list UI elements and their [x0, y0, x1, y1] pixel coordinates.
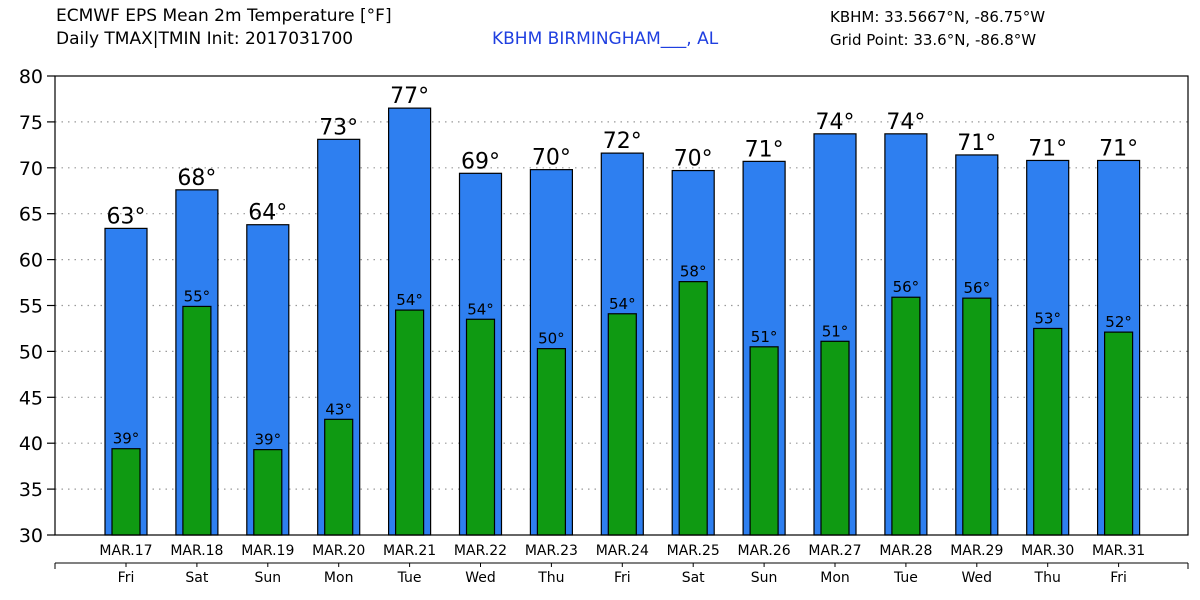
tmin-bar	[182, 305, 212, 536]
tmax-value-label: 74°	[886, 110, 925, 135]
x-tick-label: MAR.21	[383, 543, 436, 559]
tmin-bar	[111, 448, 141, 536]
tmax-value-label: 72°	[603, 129, 642, 154]
x-tick-label: MAR.28	[879, 543, 932, 559]
station-coordinates: KBHM: 33.5667°N, -86.75°W	[830, 8, 1046, 26]
weekday-label: Mon	[324, 570, 354, 586]
weekday-label: Thu	[537, 570, 564, 586]
tmax-value-label: 64°	[248, 201, 287, 226]
y-tick-label: 45	[19, 387, 43, 409]
weekday-label: Thu	[1034, 570, 1061, 586]
station-name: KBHM BIRMINGHAM___, AL	[492, 29, 719, 49]
grid-point-coordinates: Grid Point: 33.6°N, -86.8°W	[830, 31, 1037, 49]
x-tick-label: MAR.30	[1021, 543, 1074, 559]
tmin-value-label: 58°	[680, 263, 707, 281]
tmin-bar	[1033, 327, 1063, 536]
tmin-value-label: 39°	[255, 431, 282, 449]
tmax-value-label: 71°	[1028, 136, 1067, 161]
y-tick-label: 55	[19, 296, 43, 318]
tmin-bar	[465, 318, 496, 536]
tmax-value-label: 71°	[745, 137, 784, 162]
tmin-value-label: 52°	[1105, 313, 1132, 331]
tmax-value-label: 71°	[957, 131, 996, 156]
tmin-bar	[536, 348, 567, 536]
tmin-value-label: 50°	[538, 330, 565, 348]
weekday-label: Sun	[254, 570, 281, 586]
weekday-label: Wed	[465, 570, 496, 586]
y-tick-label: 40	[19, 433, 43, 455]
tmin-bar	[395, 309, 425, 536]
tmin-bar	[324, 418, 354, 536]
tmin-value-label: 54°	[467, 300, 494, 318]
tmax-value-label: 69°	[461, 149, 500, 174]
x-tick-label: MAR.26	[738, 543, 791, 559]
tmax-value-label: 71°	[1099, 136, 1138, 161]
weekday-label: Sun	[751, 570, 778, 586]
tmin-bar	[749, 346, 779, 536]
x-tick-label: MAR.24	[596, 543, 649, 559]
tmax-value-label: 77°	[390, 84, 429, 109]
x-tick-label: MAR.17	[99, 543, 152, 559]
x-tick-label: MAR.23	[525, 543, 578, 559]
tmin-value-label: 51°	[822, 322, 849, 340]
tmin-value-label: 39°	[113, 430, 140, 448]
tmin-value-label: 56°	[893, 278, 920, 296]
x-axis: MAR.17 Fri MAR.18 Sat MAR.19 Sun MAR.20 Mon MAR.…	[54, 543, 1189, 586]
y-tick-label: 60	[19, 250, 43, 272]
weekday-label: Sat	[185, 570, 208, 586]
tmin-bar	[253, 449, 283, 536]
tmin-value-label: 54°	[396, 291, 423, 309]
weekday-label: Mon	[820, 570, 850, 586]
weekday-label: Wed	[962, 570, 993, 586]
y-tick-label: 65	[19, 204, 43, 226]
value-labels: 63° 39° 68° 55° 64° 39° 73° 43° 77° 54° 69° 54° 70° 5…	[107, 84, 1139, 448]
x-tick-label: MAR.27	[808, 543, 861, 559]
tmin-bar	[1103, 331, 1134, 536]
weekday-label: Fri	[1110, 570, 1127, 586]
tmax-value-label: 63°	[107, 204, 146, 229]
x-tick-label: MAR.20	[312, 543, 365, 559]
chart-subtitle: Daily TMAX|TMIN Init: 2017031700	[56, 29, 354, 49]
chart-title: ECMWF EPS Mean 2m Temperature [°F]	[56, 6, 392, 26]
tmin-bars	[111, 281, 1134, 536]
weekday-label: Fri	[118, 570, 135, 586]
y-axis: 30 35 40 45 50 55 60 65 70 75 80	[19, 66, 55, 547]
x-tick-label: MAR.22	[454, 543, 507, 559]
tmin-value-label: 43°	[325, 400, 352, 418]
y-tick-label: 50	[19, 341, 43, 363]
tmin-value-label: 54°	[609, 295, 636, 313]
tmin-bar	[820, 340, 850, 536]
tmax-value-label: 73°	[319, 115, 358, 140]
tmin-bar	[891, 296, 921, 536]
y-tick-label: 30	[19, 525, 43, 547]
y-tick-label: 35	[19, 479, 43, 501]
y-tick-label: 75	[19, 112, 43, 134]
weekday-label: Tue	[397, 570, 422, 586]
x-tick-label: MAR.29	[950, 543, 1003, 559]
weekday-label: Sat	[682, 570, 705, 586]
tmin-bar	[607, 313, 637, 536]
weekday-label: Tue	[893, 570, 918, 586]
tmin-value-label: 55°	[184, 287, 211, 305]
x-tick-label: MAR.19	[241, 543, 294, 559]
x-tick-label: MAR.18	[170, 543, 223, 559]
x-tick-label: MAR.25	[667, 543, 720, 559]
tmax-value-label: 70°	[674, 147, 713, 172]
tmax-value-label: 70°	[532, 146, 571, 171]
y-tick-label: 70	[19, 158, 43, 180]
x-tick-label: MAR.31	[1092, 543, 1145, 559]
tmin-value-label: 51°	[751, 328, 778, 346]
tmin-value-label: 53°	[1034, 309, 1061, 327]
tmin-bar	[962, 297, 992, 536]
tmin-bar	[678, 281, 708, 536]
tmax-value-label: 68°	[177, 166, 216, 191]
y-tick-label: 80	[19, 66, 43, 88]
tmin-value-label: 56°	[964, 279, 991, 297]
weekday-label: Fri	[614, 570, 631, 586]
tmax-value-label: 74°	[816, 110, 855, 135]
